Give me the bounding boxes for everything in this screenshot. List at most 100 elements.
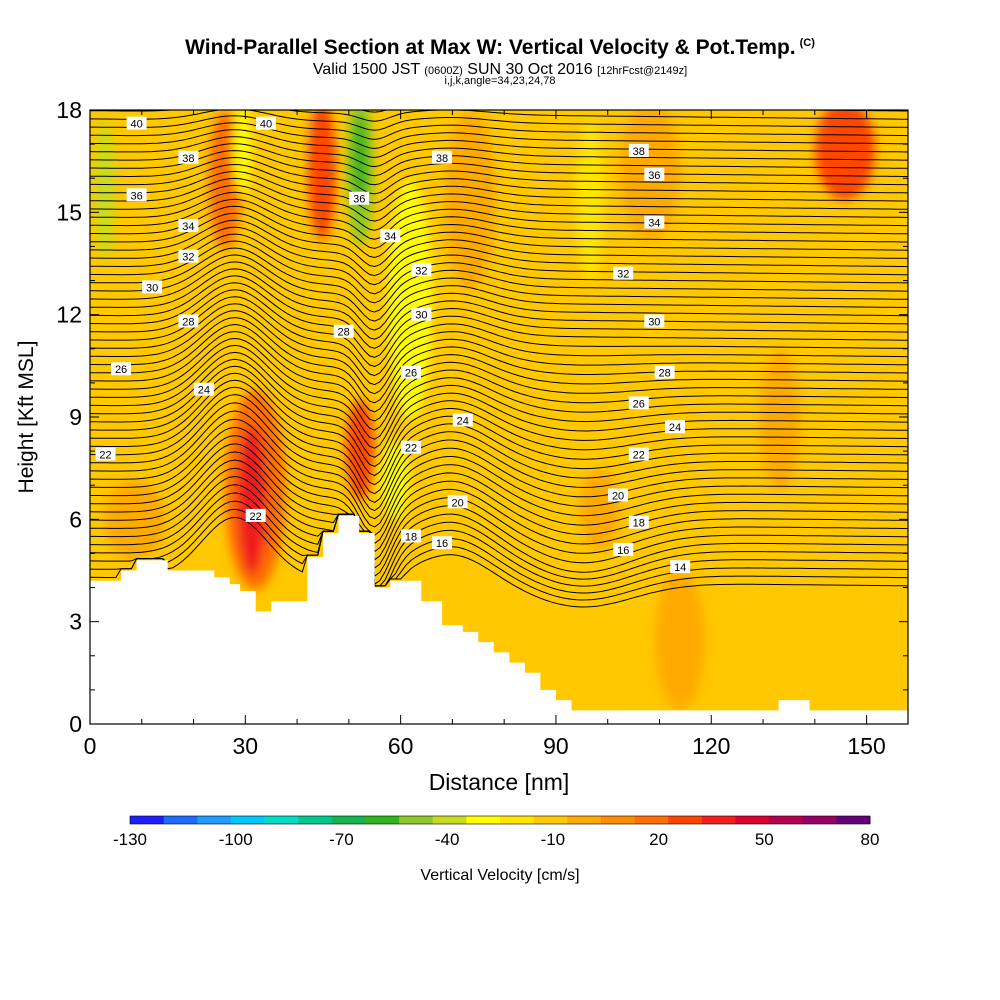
contour-label: 22 [245,508,266,523]
contour-label-box [628,515,649,529]
contour-label-text: 18 [405,531,417,543]
theta-contour-line [90,467,908,578]
contour-label-text: 32 [182,252,194,264]
theta-contour-line [90,110,908,122]
theta-contour-line [90,303,908,386]
x-axis: 0 30 60 90 120 150 [84,110,886,759]
contour-label: 16 [432,536,453,550]
contour-label: 26 [111,362,132,376]
colorbar-tick-label: 20 [649,830,668,849]
contour-label: 26 [628,396,649,410]
contour-label-text: 34 [182,221,194,233]
valid-utc: (0600Z) [424,65,463,77]
contour-label-text: 40 [130,119,142,131]
contour-label-text: 26 [633,398,645,410]
contour-label: 24 [452,413,473,427]
contour-label-text: 14 [674,562,686,574]
x-tick-label: 0 [84,733,97,759]
theta-contour-line [90,88,908,103]
y-axis-label: Height [Kft MSL] [15,341,38,494]
contour-label-text: 26 [405,368,417,380]
theta-contour-line [90,394,908,503]
contour-label-text: 28 [182,316,194,328]
contour-label-text: 16 [436,538,448,550]
theta-contour-line [90,275,908,349]
theta-contour-line [90,492,908,587]
theta-contour-line [90,372,908,477]
upper-band-70 [445,110,495,290]
y-tick-label: 18 [56,97,82,123]
contour-label-box [628,143,649,157]
contour-label-box [178,218,199,232]
colorbar-tick-label: 80 [861,830,880,849]
theta-contour-line [90,205,908,259]
theta-contour-line [90,261,908,331]
contour-label-box [178,249,199,263]
contour-label: 36 [349,191,370,206]
colorbar-swatch [500,816,535,824]
contour-label-box [95,447,116,461]
contour-label-text: 38 [436,153,448,165]
contour-label: 22 [628,447,649,462]
contour-label-text: 30 [648,316,660,328]
contour-label-text: 30 [415,310,427,322]
copyright-mark: (C) [799,37,815,49]
upper-updraft-25 [209,110,241,250]
contour-label-box [654,365,675,379]
theta-contour-line [90,475,908,586]
colorbar-swatch [230,816,265,824]
contour-label-box [613,543,634,557]
contour-label-box [432,150,453,164]
colorbar-swatch [600,816,635,824]
theta-contour-line [90,351,908,449]
contour-label: 32 [411,263,432,277]
contour-label-text: 36 [648,170,660,182]
valid-time: Valid 1500 JST [312,61,420,78]
contour-label-box [432,536,453,550]
velocity-field [95,110,875,710]
contour-label-box [411,263,432,277]
contour-label-box [333,324,354,338]
valid-date: SUN 30 Oct 2016 [467,61,593,78]
contour-label-text: 38 [182,153,194,165]
contour-label-box [665,420,686,434]
colorbar-swatch [399,816,434,824]
contour-label-box [126,188,147,202]
colorbar-swatch [331,816,366,824]
title-text: Wind-Parallel Section at Max W: Vertical… [185,36,796,59]
contour-label-box [245,508,266,522]
contour-label-box [644,215,665,229]
colorbar-tick-label: -10 [541,830,566,849]
theta-contour-line [90,435,908,545]
contour-label: 34 [178,218,199,233]
contour-label: 22 [95,447,116,462]
contour-label: 32 [178,249,199,264]
theta-contour-line [90,170,908,213]
theta-contour-line [90,451,908,561]
x-tick-label: 30 [233,733,259,759]
contour-label-text: 16 [617,545,629,557]
theta-contour-line [90,177,908,222]
downdraft-95 [576,120,604,280]
theta-contour-line [90,323,908,413]
theta-contour-line [90,426,908,536]
contour-label-box [608,488,629,502]
theta-contour-line [90,500,908,594]
colorbar-tick-label: 50 [755,830,774,849]
section-indices: i,j,k,angle=34,23,24,78 [444,75,556,87]
x-tick-label: 150 [847,733,885,759]
y-tick-label: 12 [56,302,82,328]
theta-contour-line [90,268,908,340]
updraft-max-30 [237,425,267,575]
colorbar-swatch [533,816,568,824]
theta-contour-line [90,282,908,358]
theta-contour-line [90,233,908,295]
colorbar-swatch [701,816,736,824]
contour-label: 18 [628,515,649,530]
contour-label-text: 28 [338,327,350,339]
theta-contour-line [90,143,908,177]
colorbar-swatch [567,816,602,824]
y-tick-label: 6 [69,506,82,532]
colorbar-swatch [466,816,501,824]
